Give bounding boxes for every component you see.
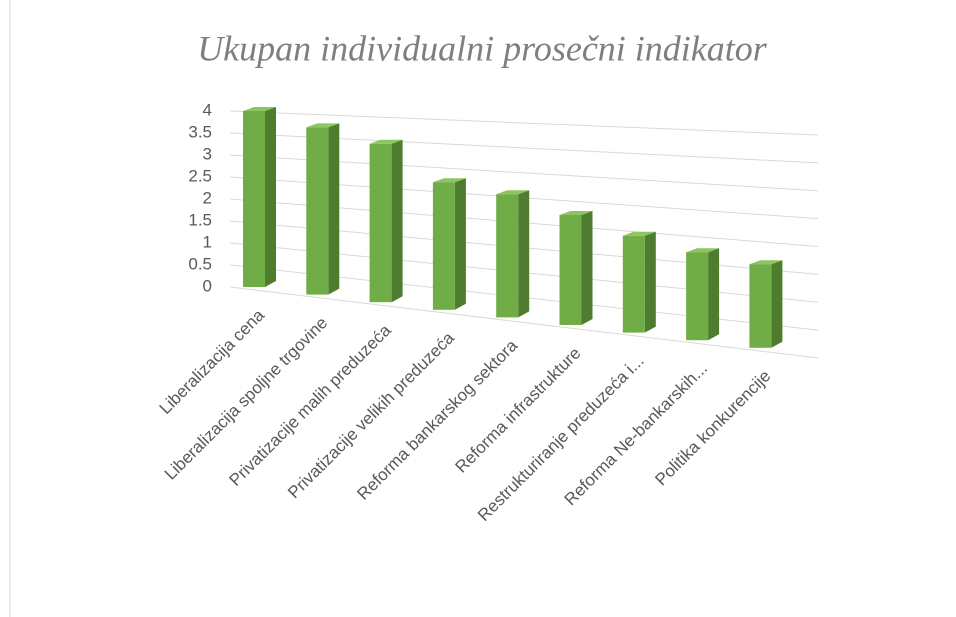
bar-top xyxy=(686,248,720,253)
bar-top xyxy=(622,231,656,236)
bar xyxy=(559,215,582,325)
grid-line xyxy=(229,286,819,359)
bar-top xyxy=(369,139,403,144)
bar-top xyxy=(559,211,593,215)
y-tick-label: 0 xyxy=(203,276,212,295)
y-tick-label: 1 xyxy=(203,232,212,251)
bar-side xyxy=(518,190,530,318)
bar xyxy=(432,182,455,310)
bar xyxy=(749,264,772,348)
bar xyxy=(622,235,645,333)
y-tick-label: 3.5 xyxy=(188,122,212,141)
x-tick-label: Reforma infrastrukture xyxy=(451,344,584,477)
y-tick-label: 0.5 xyxy=(188,254,212,273)
bar-top xyxy=(432,178,466,183)
bar-side xyxy=(391,139,403,303)
bar-side xyxy=(581,211,593,325)
bar-side xyxy=(328,123,340,295)
chart-title: Ukupan individualni prosečni indikator xyxy=(197,28,768,68)
bar xyxy=(306,127,329,295)
bar xyxy=(686,252,709,341)
bar-top xyxy=(243,107,276,111)
y-tick-label: 3 xyxy=(203,144,212,163)
bar-top xyxy=(306,123,340,128)
bar-side xyxy=(644,231,656,333)
bar-top xyxy=(496,190,530,195)
bar-side xyxy=(454,178,466,310)
x-tick-label: Reforma Ne-bankarskih... xyxy=(561,359,711,509)
bar-side xyxy=(771,260,783,348)
x-tick-label: Politika konkurencije xyxy=(651,366,774,489)
grid-line xyxy=(229,110,819,136)
y-tick-label: 2 xyxy=(203,188,212,207)
bar xyxy=(243,111,265,287)
y-tick-label: 2.5 xyxy=(188,166,212,185)
bar xyxy=(369,143,392,303)
y-tick-label: 4 xyxy=(203,100,212,119)
y-tick-label: 1.5 xyxy=(188,210,212,229)
bar-side xyxy=(708,248,720,341)
bar-top xyxy=(749,260,783,265)
bar xyxy=(496,194,519,318)
bar-side xyxy=(265,107,276,287)
